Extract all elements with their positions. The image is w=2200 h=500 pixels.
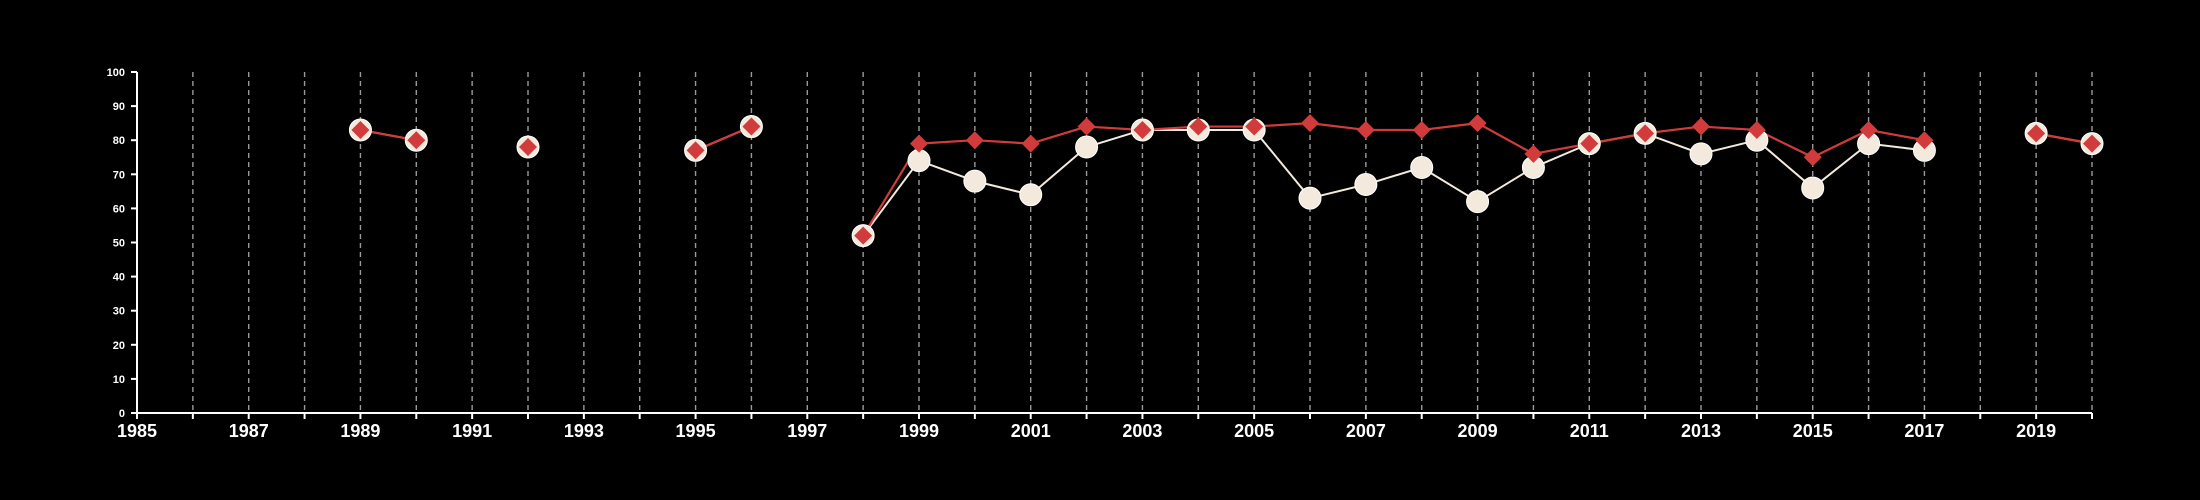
series-red-segment [1477, 122, 1534, 155]
y-tick-label: 60 [113, 203, 125, 215]
series-cream-segment [862, 160, 920, 237]
x-tick-label: 1989 [340, 421, 380, 441]
series-red-point [742, 117, 761, 136]
x-tick-label: 2017 [1904, 421, 1944, 441]
x-tick-label: 2011 [1570, 421, 1609, 441]
y-tick-label: 10 [113, 374, 125, 386]
series [348, 114, 2104, 248]
series-cream-point [1354, 173, 1378, 197]
series-red-point [854, 226, 873, 245]
x-tick-label: 1985 [117, 421, 157, 441]
series-cream-point [1298, 186, 1322, 210]
x-tick-label: 1987 [229, 421, 269, 441]
series-red-point [1580, 134, 1599, 153]
y-tick-label: 30 [113, 306, 125, 318]
series-red-point [2083, 134, 2101, 153]
series-red-point [1692, 117, 1710, 136]
series-cream-point [1410, 155, 1434, 179]
y-tick-label: 40 [113, 272, 125, 284]
series-red-point [2027, 124, 2046, 143]
y-tick-label: 0 [119, 408, 125, 420]
y-tick-label: 50 [113, 238, 125, 250]
series-cream-point [1075, 135, 1099, 159]
series-red-point [1412, 120, 1431, 139]
series-red-point [351, 120, 370, 139]
series-red-point [519, 138, 537, 157]
series-red-segment [918, 139, 975, 145]
y-tick-label: 70 [113, 169, 125, 181]
series-red-point [1747, 120, 1766, 139]
x-tick-label: 2015 [1793, 421, 1833, 441]
series-cream-point [907, 149, 931, 173]
x-tick-label: 1993 [564, 421, 604, 441]
y-tick-label: 100 [107, 67, 125, 79]
series-cream-segment [1030, 146, 1088, 196]
x-tick-label: 2005 [1234, 421, 1274, 441]
series-red-segment [1868, 128, 1925, 142]
x-tick-label: 2019 [2016, 421, 2056, 441]
y-tick-label: 80 [113, 135, 125, 147]
series-cream-point [1019, 183, 1043, 207]
series-red-segment [1700, 125, 1757, 132]
series-red-segment [1030, 125, 1087, 145]
series-red-point [1021, 134, 1040, 153]
series-cream-segment [1756, 139, 1814, 189]
series-red-point [1468, 114, 1487, 133]
series-red-point [1245, 117, 1264, 136]
x-tick-label: 2013 [1681, 421, 1721, 441]
series-red-segment [1812, 128, 1870, 159]
series-red-segment [1421, 122, 1478, 132]
x-tick-label: 2001 [1011, 421, 1051, 441]
series-cream-point [1466, 190, 1490, 214]
series-red-point [1859, 120, 1878, 139]
series-cream-point [963, 169, 987, 193]
series-red-segment [1309, 122, 1366, 132]
series-red-point [1915, 131, 1934, 150]
series-red-point [910, 134, 928, 153]
series-red-point [407, 131, 426, 150]
series-red-point [1133, 120, 1152, 139]
series-red-point [1803, 148, 1822, 167]
x-tick-label: 1995 [676, 421, 716, 441]
series-red-point [1524, 144, 1543, 163]
series-red-point [1356, 120, 1375, 139]
x-tick-label: 1999 [899, 421, 939, 441]
series-red-point [1301, 114, 1319, 133]
series-cream-segment [1812, 142, 1870, 189]
x-tick-label: 2009 [1458, 421, 1498, 441]
y-tick-label: 90 [113, 101, 125, 113]
series-cream-segment [1253, 129, 1311, 199]
series-cream-point [1801, 176, 1825, 200]
x-tick-label: 1997 [787, 421, 827, 441]
series-red-segment [974, 139, 1031, 145]
x-tick-label: 2003 [1122, 421, 1162, 441]
series-red-point [965, 131, 984, 150]
series-red-point [1636, 124, 1655, 143]
x-tick-label: 1991 [452, 421, 492, 441]
y-tick-label: 20 [113, 340, 125, 352]
axes: 1985 1987 1989 1991 1993 1995 1997 1999 2001 2003… [107, 67, 2093, 441]
series-cream-point [1689, 142, 1713, 166]
series-red-point [686, 141, 705, 160]
series-red-point [1189, 117, 1208, 136]
series-red-point [1077, 117, 1096, 136]
x-tick-label: 2007 [1346, 421, 1386, 441]
